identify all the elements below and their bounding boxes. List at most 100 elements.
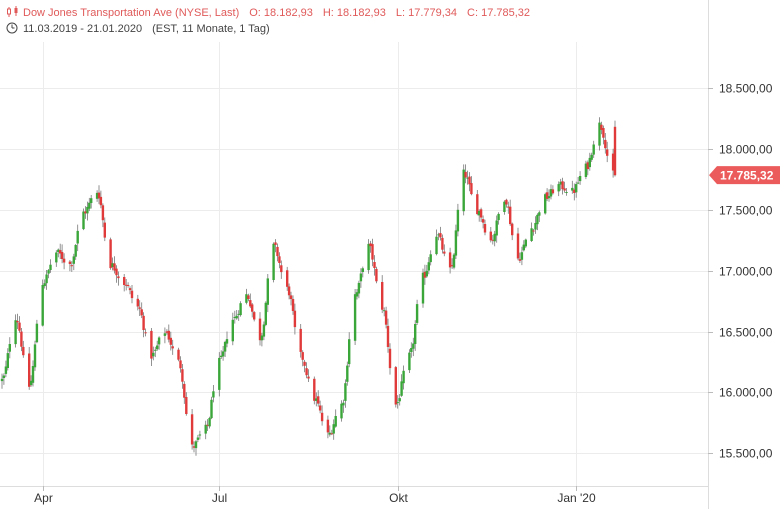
candle-down [613,126,617,176]
candle-up [598,122,601,146]
candle-down [394,367,397,405]
candle-down [545,192,549,199]
clock-icon [6,22,18,34]
candle-down [117,276,120,279]
candle-up [72,256,75,264]
candle-up [111,263,114,267]
candle-down [481,219,485,223]
candle-down [181,369,184,382]
candle-up [212,391,215,398]
last-price-marker: 17.785,32 [709,166,780,185]
candle-down [136,298,139,307]
candle-up [578,176,582,182]
candle-up [8,344,11,352]
candle-up [45,274,48,284]
candle-up [239,303,242,316]
candle-down [165,331,169,333]
candle-up [575,184,578,193]
candle-up [437,234,440,236]
candle-up [328,432,331,435]
candle-down [115,268,118,276]
candle-up [231,319,234,342]
candle-up [361,268,364,272]
y-tick-label: 16.500,00 [719,326,773,340]
candle-up [218,357,221,390]
candle-up [398,398,401,402]
candle-down [70,265,73,267]
candle-down [301,352,304,360]
x-tick-label: Jul [212,491,227,505]
candle-up [454,230,458,256]
candle-up [588,157,591,168]
candle-up [408,352,411,371]
candle-up [237,313,240,315]
candle-down [113,263,116,271]
candle-down [532,230,535,232]
candle-down [307,376,310,379]
candle-down [126,285,130,286]
candle-down [97,192,101,199]
y-tick-label: 16.000,00 [719,386,773,400]
grid-lines [0,42,708,486]
candle-down [183,383,186,398]
range-meta: (EST, 11 Monate, 1 Tag) [152,23,270,35]
y-tick-label: 17.500,00 [719,204,773,218]
candle-down [423,271,427,278]
candle-up [503,201,506,212]
candle-up [344,383,347,401]
candle-down [369,243,372,247]
candle-down [22,346,25,356]
candle-up [414,324,417,344]
candle-up [353,294,357,341]
candle-up [76,230,79,244]
candle-up [260,335,264,341]
candle-up [245,294,248,303]
candle-up [43,283,46,287]
candle-down [258,318,262,341]
candle-up [493,233,496,242]
candle-up [590,154,593,160]
candle-up [152,352,155,357]
candle-down [289,295,293,299]
candle-up [14,320,17,345]
x-tick-label: Apr [34,491,53,505]
candle-up [557,184,560,192]
candle-up [367,243,370,271]
candle-down [330,433,333,435]
candle-down [441,237,444,250]
candle-up [332,424,335,434]
candle-up [497,213,500,221]
candle-up [315,398,318,401]
candle-up [425,270,428,277]
candle-down [253,312,256,320]
candle-up [49,264,52,270]
candle-down [249,300,252,307]
candle-down [206,424,209,426]
candle-down [68,261,72,264]
candle-down [278,256,281,263]
candle-up [47,270,50,274]
low-value: L: 17.779,34 [395,7,458,19]
candle-down [99,196,103,206]
x-tick-label: Jan '20 [557,491,596,505]
candle-up [266,278,269,305]
candle-down [476,194,479,215]
candle-down [18,322,21,331]
candle-down [286,270,289,287]
candle-down [483,224,487,233]
candle-down [448,252,452,268]
candle-down [179,360,182,369]
candle-down [299,328,302,352]
candle-down [511,223,514,236]
candle-up [154,349,157,351]
candle-up [29,380,33,386]
candle-up [225,339,229,344]
candle-down [192,446,196,448]
last-price-label: 17.785,32 [720,169,774,183]
candle-up [534,223,537,230]
candle-up [559,181,562,185]
candle-down [144,332,147,334]
candle-down [604,139,607,149]
candle-up [0,378,4,382]
